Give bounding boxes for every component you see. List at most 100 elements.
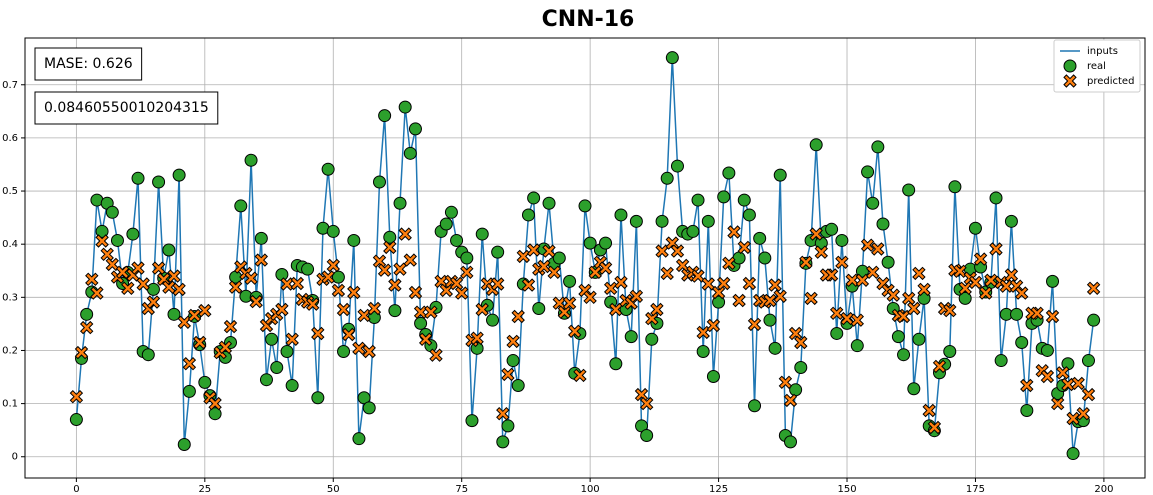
marker [460,265,474,280]
marker [79,320,94,335]
marker [1066,411,1080,426]
marker [265,332,279,346]
marker [614,275,628,290]
marker [855,273,870,288]
marker [290,276,305,291]
marker [249,294,263,309]
marker [768,278,782,292]
marker [917,282,931,297]
marker [588,265,603,280]
annotation-box [34,91,219,125]
marker [932,359,947,374]
marker [629,214,643,228]
marker [645,311,659,326]
marker [958,291,972,305]
marker [506,334,520,349]
marker [347,285,361,300]
x-tick-label: 200 [1094,484,1113,495]
marker [126,227,140,241]
marker [162,243,176,257]
marker [978,286,993,300]
marker [301,262,315,276]
marker [624,330,638,344]
marker [80,307,94,321]
marker [270,360,284,374]
marker [542,244,556,258]
marker [187,308,202,323]
marker [788,326,803,341]
marker [352,341,366,356]
marker [275,267,289,281]
marker [398,227,412,241]
marker [526,243,541,257]
y-tick-label: 0.7 [2,80,18,91]
y-tick-label: 0.5 [2,186,18,197]
legend-label: real [1087,61,1106,72]
marker [1076,406,1091,421]
marker [829,306,844,321]
marker [501,419,515,433]
marker [773,168,787,182]
legend-swatch [1063,74,1077,88]
marker [275,302,289,317]
marker [152,175,166,189]
marker [670,244,685,258]
marker [254,253,269,267]
marker [1010,307,1024,321]
marker [989,242,1003,256]
marker [850,313,865,327]
x-tick-label: 100 [581,484,600,495]
marker [424,305,438,319]
marker [876,217,890,231]
marker [110,233,124,247]
marker [599,236,613,250]
marker [958,281,972,296]
marker [640,428,654,442]
marker [357,308,371,323]
marker [794,335,808,350]
x-tick-label: 175 [966,484,985,495]
marker [90,286,104,300]
marker [835,255,849,270]
marker [716,276,731,291]
marker [305,297,320,311]
marker [393,196,407,210]
marker [773,289,787,304]
legend-label: inputs [1087,46,1118,57]
marker [1081,354,1095,368]
marker [172,282,186,297]
marker [686,224,700,238]
marker [907,301,921,316]
legend-box [1053,39,1141,93]
marker [712,295,726,309]
marker [675,258,690,273]
marker [182,356,197,371]
marker [824,268,839,282]
annotation: 0.08460550010204315 [44,100,209,116]
marker [706,370,720,384]
marker [660,171,674,185]
marker [865,265,880,280]
x-tick-label: 125 [709,484,728,495]
marker [177,315,192,330]
marker [778,375,793,390]
marker [552,251,566,265]
marker [871,140,885,154]
marker [95,234,109,248]
marker [871,242,885,256]
x-tick-label: 75 [455,484,468,495]
marker [377,263,392,277]
annotation: MASE: 0.626 [44,56,133,72]
marker [670,159,684,173]
marker [567,324,582,339]
marker [737,193,751,207]
marker [860,238,875,252]
marker [701,277,716,291]
marker [809,138,823,152]
marker [527,191,541,205]
marker [742,208,756,222]
marker [516,249,531,264]
marker [634,387,649,402]
marker [968,275,983,290]
marker [650,302,664,317]
